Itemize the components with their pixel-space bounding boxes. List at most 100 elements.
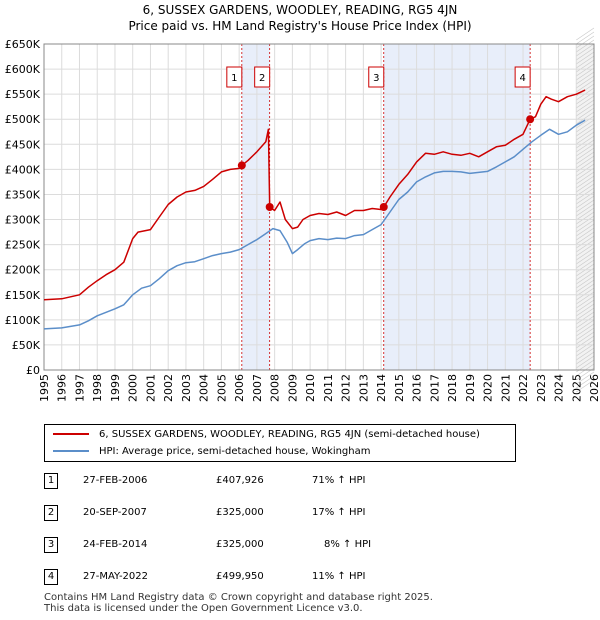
forecast-hatch [576, 283, 595, 297]
footer-licence: This data is licensed under the Open Gov… [44, 603, 363, 614]
x-tick-label: 2021 [499, 374, 512, 402]
sale-date: 27-FEB-2006 [83, 475, 148, 486]
x-tick-label: 2009 [286, 374, 299, 402]
y-tick-label: £650K [5, 38, 41, 51]
forecast-hatch [576, 151, 595, 165]
forecast-region [576, 44, 594, 370]
x-tick-label: 1995 [38, 374, 51, 402]
x-tick-label: 2003 [180, 374, 193, 402]
forecast-hatch [576, 167, 595, 181]
forecast-hatch [576, 75, 595, 89]
hpi-line [43, 119, 586, 330]
forecast-hatch [576, 107, 595, 121]
x-tick-label: 2018 [446, 374, 459, 402]
shaded-period [383, 44, 531, 370]
x-tick-label: 2020 [482, 374, 495, 402]
forecast-hatch [576, 203, 595, 217]
x-tick-label: 2025 [570, 374, 583, 402]
forecast-hatch [576, 215, 595, 229]
y-tick-label: £400K [5, 163, 41, 176]
legend-swatch-property [53, 433, 89, 435]
forecast-hatch [576, 295, 595, 309]
forecast-hatch [576, 123, 595, 137]
sale-label: 4 [519, 73, 525, 84]
x-tick-label: 1997 [73, 374, 86, 402]
sale-point [237, 161, 246, 170]
forecast-hatch [576, 55, 595, 69]
forecast-hatch [576, 171, 595, 185]
forecast-hatch [576, 275, 595, 289]
forecast-hatch [576, 251, 595, 265]
forecast-hatch [576, 247, 595, 261]
forecast-hatch [576, 147, 595, 161]
sale-label-box [368, 66, 385, 88]
forecast-hatch [576, 155, 595, 169]
shaded-period [241, 44, 270, 370]
forecast-hatch [576, 139, 595, 153]
forecast-hatch [576, 111, 595, 125]
footer-copyright: Contains HM Land Registry data © Crown c… [44, 592, 433, 603]
x-tick-label: 1998 [91, 374, 104, 402]
sale-price: £325,000 [216, 507, 264, 518]
legend-label-hpi: HPI: Average price, semi-detached house,… [99, 446, 371, 457]
forecast-hatch [576, 39, 595, 53]
forecast-hatch [576, 239, 595, 253]
y-tick-label: £250K [5, 239, 41, 252]
forecast-hatch [576, 351, 595, 365]
legend: 6, SUSSEX GARDENS, WOODLEY, READING, RG5… [44, 424, 516, 462]
y-tick-label: £0 [26, 364, 40, 377]
y-tick-label: £100K [5, 314, 41, 327]
x-tick-label: 2023 [535, 374, 548, 402]
forecast-hatch [576, 235, 595, 249]
forecast-hatch [576, 299, 595, 313]
sale-date: 20-SEP-2007 [83, 507, 147, 518]
x-tick-label: 2015 [393, 374, 406, 402]
sale-point [265, 203, 274, 211]
x-tick-label: 1999 [109, 374, 122, 402]
forecast-hatch [576, 179, 595, 193]
legend-label-property: 6, SUSSEX GARDENS, WOODLEY, READING, RG5… [99, 429, 480, 440]
sale-label: 2 [259, 73, 265, 84]
forecast-hatch [576, 43, 595, 57]
forecast-hatch [576, 271, 595, 285]
sale-price: £325,000 [216, 539, 264, 550]
forecast-hatch [576, 207, 595, 221]
forecast-hatch [576, 227, 595, 241]
forecast-hatch [576, 327, 595, 341]
sale-label-box [226, 66, 243, 88]
forecast-hatch [576, 347, 595, 361]
forecast-hatch [576, 103, 595, 117]
sale-number: 1 [44, 473, 58, 489]
forecast-hatch [576, 63, 595, 77]
x-tick-label: 2004 [198, 374, 211, 402]
sale-point [526, 115, 535, 124]
sale-number: 3 [44, 537, 58, 553]
forecast-hatch [576, 375, 595, 389]
sale-number: 2 [44, 505, 58, 521]
forecast-hatch [576, 175, 595, 189]
forecast-hatch [576, 99, 595, 113]
forecast-hatch [576, 339, 595, 353]
forecast-hatch [576, 231, 595, 245]
forecast-hatch [576, 127, 595, 141]
property-price-line [43, 89, 586, 301]
forecast-hatch [576, 35, 595, 49]
y-tick-label: £300K [5, 214, 41, 227]
sale-point [379, 203, 388, 211]
forecast-hatch [576, 59, 595, 73]
price-chart: £0 £50K £100K £150K £200K £250K £300K £350K £400… [5, 27, 600, 402]
forecast-hatch [576, 311, 595, 325]
y-tick-label: £500K [5, 113, 41, 126]
x-tick-label: 2008 [269, 374, 282, 402]
forecast-hatch [576, 159, 595, 173]
legend-swatch-hpi [53, 450, 89, 452]
y-tick-label: £50K [12, 339, 41, 352]
forecast-hatch [576, 319, 595, 333]
x-tick-label: 2001 [144, 374, 157, 402]
forecast-hatch [576, 355, 595, 369]
forecast-hatch [576, 287, 595, 301]
x-tick-label: 2024 [553, 374, 566, 402]
forecast-hatch [576, 315, 595, 329]
sale-hpi-change: 8% ↑ HPI [324, 539, 372, 550]
x-tick-label: 2019 [464, 374, 477, 402]
